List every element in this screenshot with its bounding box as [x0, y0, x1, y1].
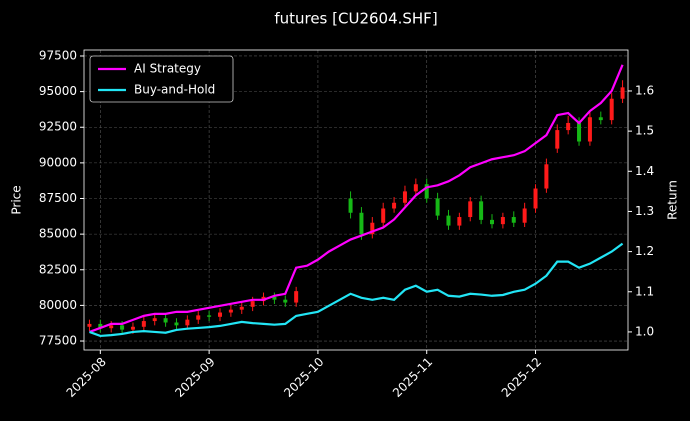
return-line: [89, 64, 624, 333]
candle-body: [577, 122, 582, 142]
candle-body: [522, 208, 527, 223]
candle-body: [555, 130, 560, 149]
y-tick-label: 87500: [39, 191, 77, 205]
candle-body: [152, 318, 157, 322]
candle-body: [533, 188, 538, 209]
candle-body: [457, 217, 462, 226]
candle-body: [413, 184, 418, 192]
candle-body: [228, 309, 233, 313]
candle-body: [120, 325, 125, 330]
y-tick-label: 90000: [39, 155, 77, 169]
candle-body: [207, 315, 212, 317]
candle-body: [566, 122, 571, 131]
candle-body: [598, 117, 603, 121]
candle-body: [424, 184, 429, 199]
candle-body: [500, 217, 505, 225]
candle-body: [130, 326, 135, 330]
candle-body: [402, 191, 407, 203]
y2-tick-label: 1.1: [635, 284, 654, 298]
y2-tick-label: 1.0: [635, 324, 654, 338]
candle-body: [359, 212, 364, 235]
candle-body: [272, 296, 277, 300]
candle-body: [620, 87, 625, 99]
x-tick-label: 2025-12: [499, 355, 544, 400]
candle-body: [196, 315, 201, 320]
y-tick-label: 82500: [39, 262, 77, 276]
legend-label: AI Strategy: [134, 62, 201, 76]
candle-body: [370, 222, 375, 235]
candle-body: [544, 164, 549, 189]
x-tick-label: 2025-08: [64, 355, 109, 400]
candle-body: [381, 208, 386, 223]
candle-body: [511, 217, 516, 223]
legend-label: Buy-and-Hold: [134, 83, 215, 97]
candle-body: [141, 321, 146, 327]
y-tick-label: 85000: [39, 227, 77, 241]
candle-body: [479, 201, 484, 220]
candle-body: [109, 325, 114, 329]
y-tick-label: 92500: [39, 120, 77, 134]
candle-body: [348, 198, 353, 213]
x-tick-label: 2025-10: [281, 355, 326, 400]
candle-body: [609, 98, 614, 121]
x-tick-label: 2025-09: [172, 355, 217, 400]
candle-body: [468, 201, 473, 218]
candle-body: [239, 306, 244, 310]
candle-body: [435, 198, 440, 216]
y-tick-label: 80000: [39, 298, 77, 312]
candle-body: [587, 117, 592, 142]
candle-body: [294, 291, 299, 303]
y2-tick-label: 1.3: [635, 204, 654, 218]
candle-body: [283, 299, 288, 303]
y-tick-label: 77500: [39, 334, 77, 348]
candle-body: [446, 215, 451, 226]
candle-body: [87, 323, 92, 327]
chart-title: futures [CU2604.SHF]: [274, 10, 437, 28]
candle-body: [185, 319, 190, 326]
candle-body: [392, 202, 397, 209]
candle-body: [490, 219, 494, 225]
return-line: [89, 242, 624, 338]
candle-body: [163, 318, 168, 323]
y2-axis-label: Return: [666, 180, 680, 220]
y-tick-label: 97500: [39, 48, 77, 62]
y-axis-label: Price: [10, 185, 24, 214]
candle-body: [98, 323, 103, 329]
y2-tick-label: 1.5: [635, 124, 654, 138]
x-tick-label: 2025-11: [390, 355, 435, 400]
candle-body: [218, 312, 222, 317]
legend: AI Strategy Buy-and-Hold: [89, 55, 234, 103]
plot-frame: [83, 49, 629, 351]
candle-body: [174, 322, 179, 326]
y2-tick-label: 1.6: [635, 83, 654, 97]
y2-tick-label: 1.2: [635, 244, 654, 258]
candle-body: [250, 301, 255, 307]
y2-tick-label: 1.4: [635, 164, 654, 178]
y-tick-label: 95000: [39, 84, 77, 98]
